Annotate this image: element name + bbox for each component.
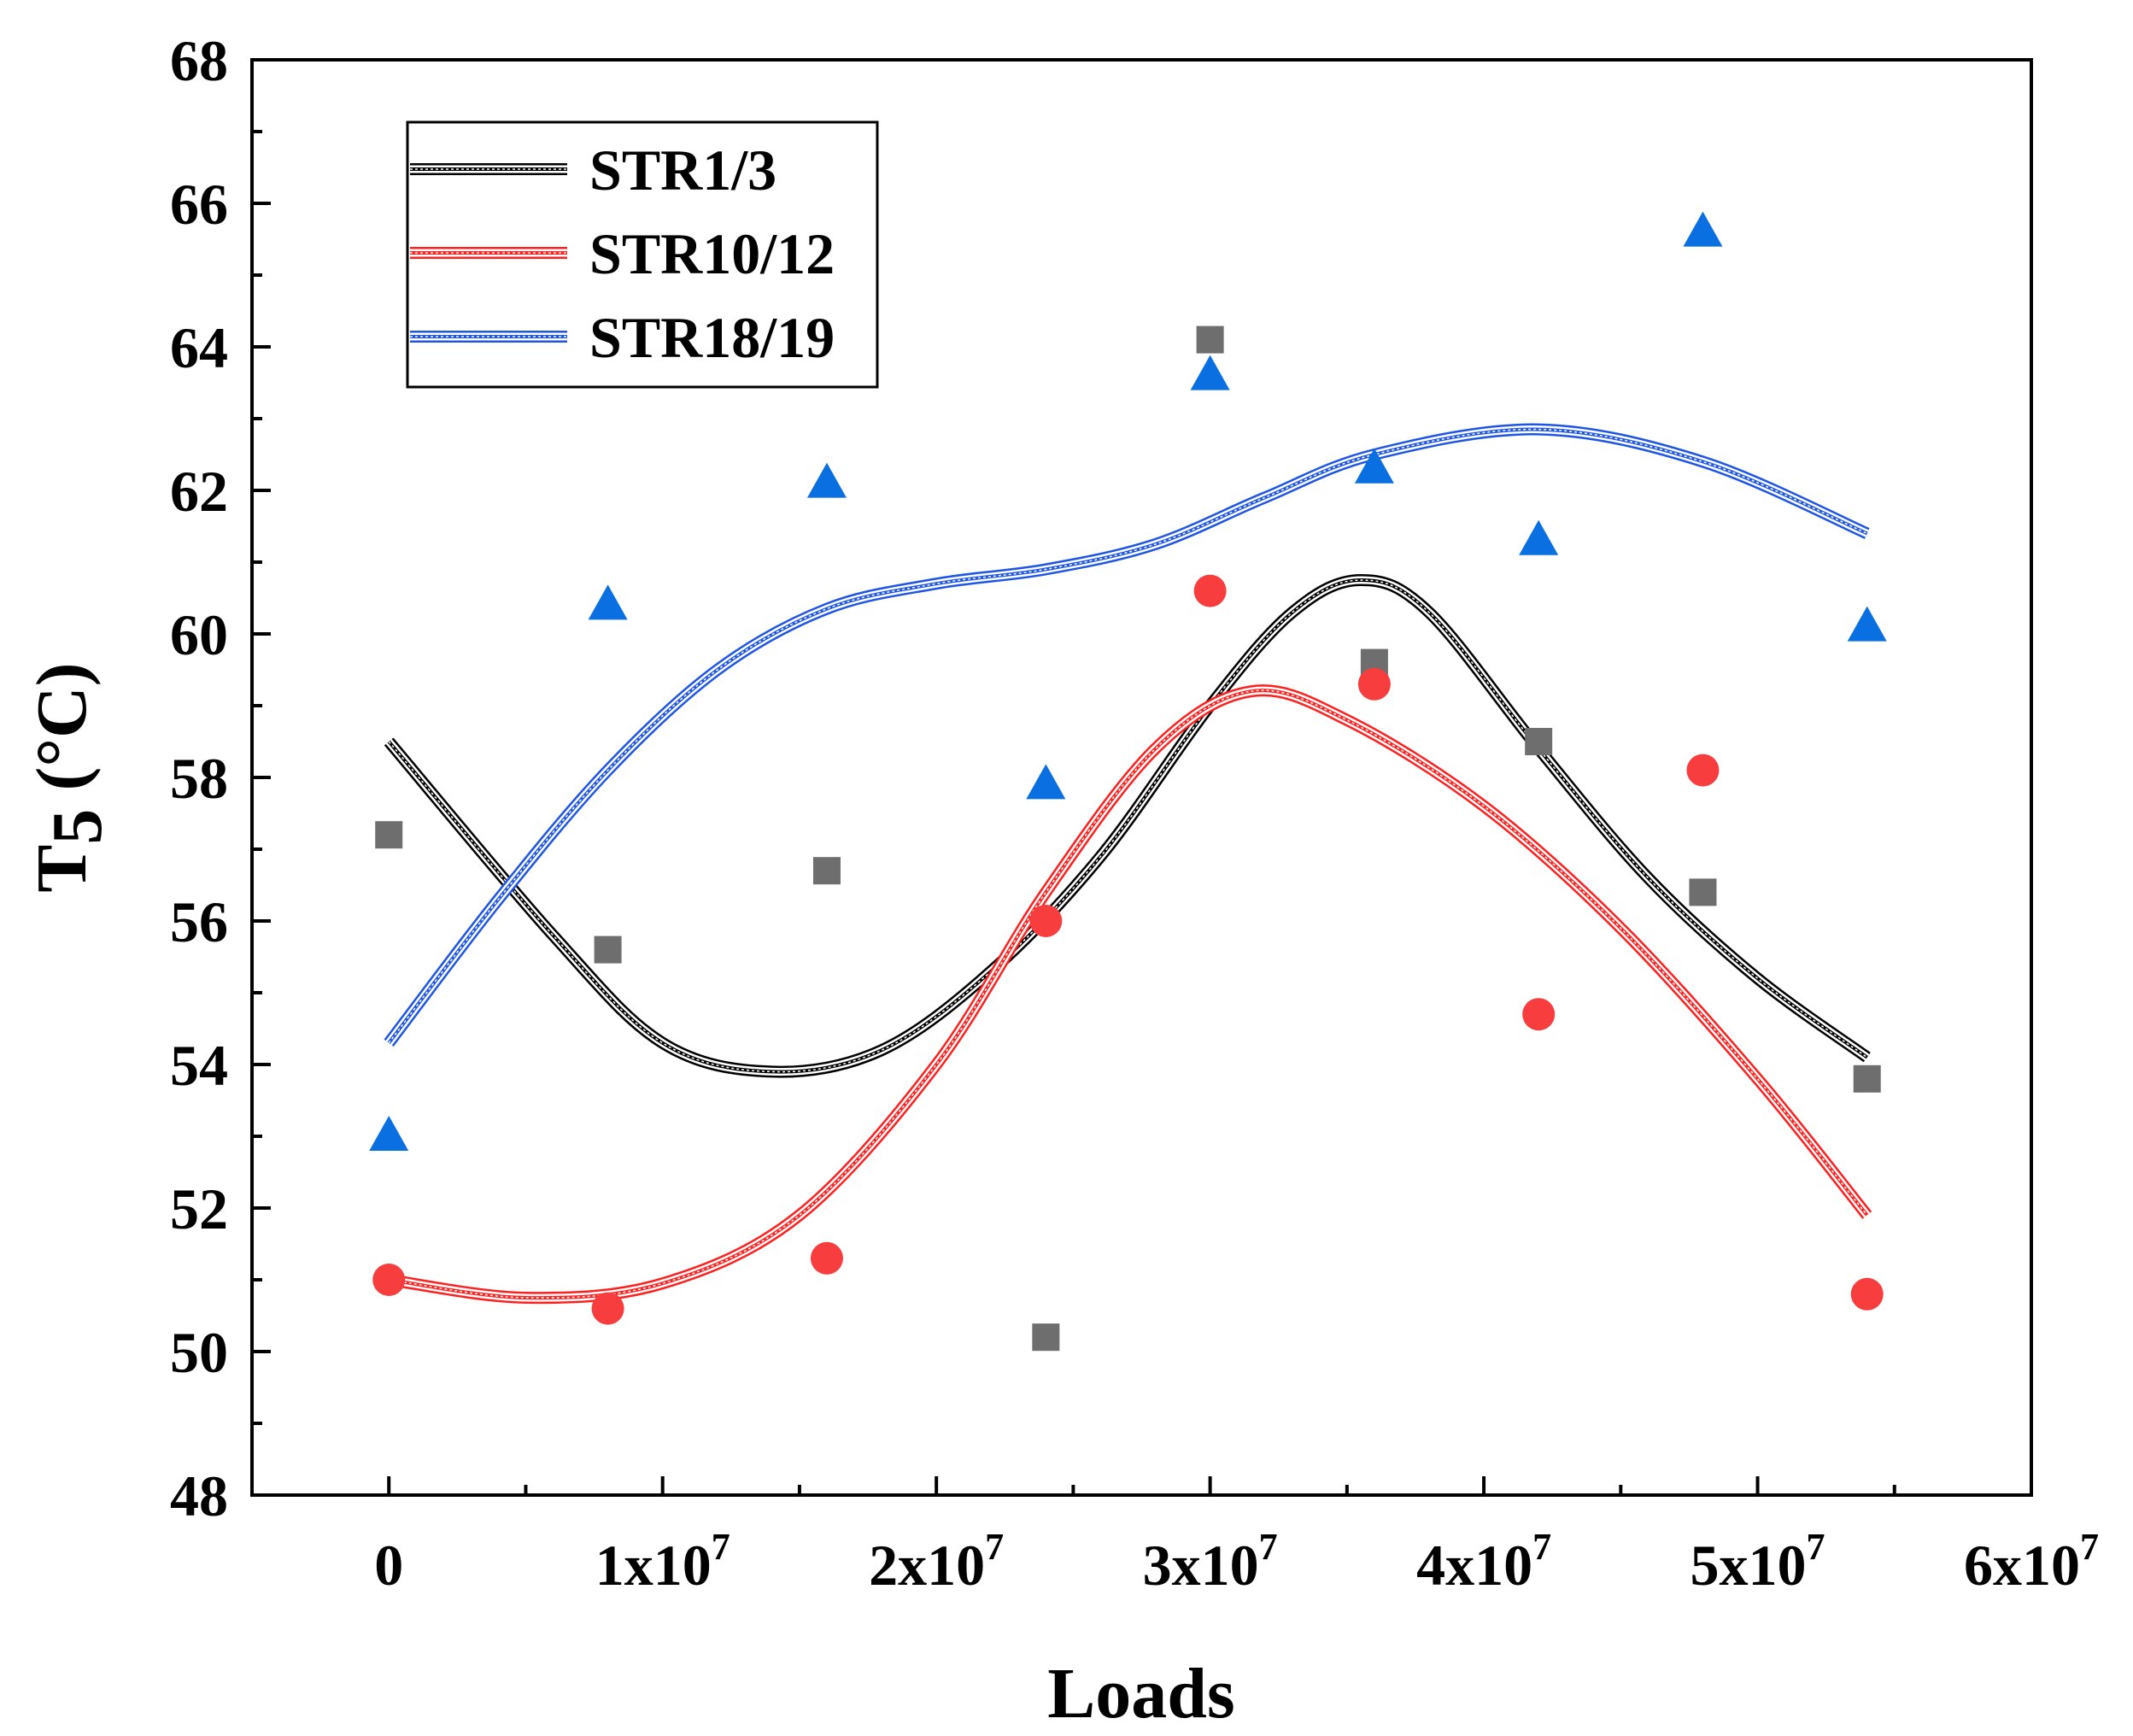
x-tick-base: 4x10 — [1416, 1533, 1532, 1598]
data-point-triangle — [1190, 355, 1230, 390]
y-tick-label: 56 — [170, 889, 228, 954]
x-tick-base: 3x10 — [1143, 1533, 1259, 1598]
fit-curve-str18-19 — [384, 423, 1870, 1047]
fit-curves — [384, 423, 1872, 1305]
data-point-square — [1853, 1064, 1881, 1093]
data-point-triangle — [1847, 606, 1887, 642]
x-tick-exponent: 7 — [712, 1526, 730, 1568]
legend-label: STR10/12 — [589, 221, 835, 286]
x-tick-label: 5x107 — [1691, 1526, 1825, 1598]
data-points — [369, 211, 1887, 1352]
y-tick-label: 52 — [170, 1176, 228, 1241]
y-axis-title-main: T — [22, 845, 102, 893]
x-tick-base: 1x10 — [595, 1533, 712, 1598]
data-point-square — [1689, 878, 1717, 906]
x-tick-label: 2x107 — [869, 1526, 1004, 1598]
data-point-circle — [372, 1264, 406, 1296]
y-tick-label: 68 — [170, 28, 228, 93]
y-axis-title: T5 (°C) — [22, 662, 117, 892]
y-axis-title-subscript: 5 — [38, 809, 117, 845]
y-tick-label: 62 — [170, 459, 228, 524]
data-point-circle — [1357, 667, 1391, 701]
x-tick-label: 6x107 — [1964, 1526, 2099, 1598]
data-point-triangle — [1683, 211, 1723, 247]
y-tick-label: 54 — [170, 1033, 228, 1098]
x-axis: 0 1x107 2x107 3x107 4x107 5x107 6x107 — [374, 1476, 2099, 1598]
y-tick-label: 50 — [170, 1320, 228, 1385]
y-tick-label: 60 — [170, 602, 228, 667]
x-tick-base: 2x10 — [869, 1533, 985, 1598]
x-tick-label: 4x107 — [1416, 1526, 1551, 1598]
data-point-circle — [1850, 1277, 1884, 1311]
x-tick-exponent: 7 — [985, 1526, 1004, 1568]
legend: STR1/3 STR10/12 STR18/19 — [406, 120, 879, 389]
data-point-square — [1196, 326, 1224, 354]
y-axis: 48 50 52 54 56 58 60 62 64 66 68 — [170, 28, 271, 1528]
data-point-square — [812, 857, 841, 885]
x-tick-label: 1x107 — [595, 1526, 730, 1598]
fit-curve-str1-3 — [384, 574, 1871, 1078]
data-point-triangle — [1519, 519, 1559, 555]
x-tick-exponent: 7 — [2080, 1526, 2099, 1568]
data-point-square — [375, 821, 403, 849]
x-tick-exponent: 7 — [1532, 1526, 1551, 1568]
data-point-triangle — [1026, 764, 1066, 800]
data-point-triangle — [1354, 448, 1394, 484]
x-tick-base: 6x10 — [1964, 1533, 2080, 1598]
y-tick-label: 64 — [170, 315, 228, 380]
x-tick-label: 3x107 — [1143, 1526, 1278, 1598]
x-tick-base: 5x10 — [1691, 1533, 1807, 1598]
svg-text:T5 (°C): T5 (°C) — [22, 662, 117, 892]
legend-label: STR1/3 — [589, 138, 776, 202]
data-point-circle — [591, 1292, 624, 1325]
data-point-square — [594, 935, 622, 964]
data-point-square — [1032, 1323, 1060, 1352]
data-point-triangle — [588, 584, 628, 620]
y-tick-label: 48 — [170, 1463, 228, 1528]
fit-curve-str10-12 — [388, 684, 1872, 1305]
y-axis-title-unit: (°C) — [22, 662, 102, 790]
data-point-circle — [1522, 998, 1556, 1031]
data-point-triangle — [369, 1116, 409, 1151]
y-tick-label: 58 — [170, 746, 228, 811]
data-point-circle — [810, 1241, 843, 1275]
data-point-triangle — [806, 462, 847, 498]
data-point-circle — [1193, 574, 1227, 607]
x-tick-exponent: 7 — [1259, 1526, 1278, 1568]
data-point-square — [1525, 728, 1553, 755]
x-tick-label: 0 — [374, 1533, 403, 1598]
x-axis-title: Loads — [1047, 1654, 1234, 1733]
data-point-circle — [1029, 905, 1063, 937]
y-tick-label: 66 — [170, 172, 228, 237]
x-tick-base: 0 — [374, 1533, 403, 1598]
data-point-circle — [1686, 754, 1720, 787]
legend-label: STR18/19 — [589, 305, 835, 370]
x-tick-exponent: 7 — [1807, 1526, 1825, 1568]
